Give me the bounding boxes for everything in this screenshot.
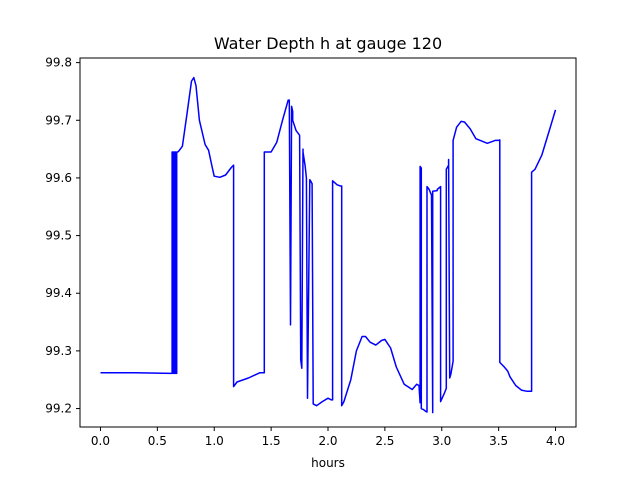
series-line	[100, 76, 557, 414]
plot-frame	[79, 57, 577, 428]
y-tick-label: 99.4	[45, 286, 72, 300]
y-tick-label: 99.3	[45, 344, 72, 358]
y-axis-ticks: 99.2 99.3 99.4 99.5 99.6 99.7 99.8	[45, 56, 80, 416]
x-tick-label: 3.0	[432, 434, 451, 448]
x-axis-label: hours	[311, 456, 345, 470]
y-tick-label: 99.6	[45, 171, 72, 185]
chart-title: Water Depth h at gauge 120	[214, 34, 442, 53]
y-tick-label: 99.5	[45, 229, 72, 243]
y-tick-label: 99.2	[45, 402, 72, 416]
series-layer	[100, 76, 557, 414]
x-axis-ticks: 0.0 0.5 1.0 1.5 2.0 2.5 3.0 3.5 4.0	[91, 427, 565, 448]
x-tick-label: 0.0	[91, 434, 110, 448]
x-tick-label: 0.5	[148, 434, 167, 448]
x-tick-label: 2.0	[318, 434, 337, 448]
x-tick-label: 3.5	[489, 434, 508, 448]
x-tick-label: 1.0	[205, 434, 224, 448]
x-tick-label: 4.0	[546, 434, 565, 448]
x-tick-label: 1.5	[262, 434, 281, 448]
y-tick-label: 99.8	[45, 56, 72, 70]
x-tick-label: 2.5	[375, 434, 394, 448]
y-tick-label: 99.7	[45, 113, 72, 127]
